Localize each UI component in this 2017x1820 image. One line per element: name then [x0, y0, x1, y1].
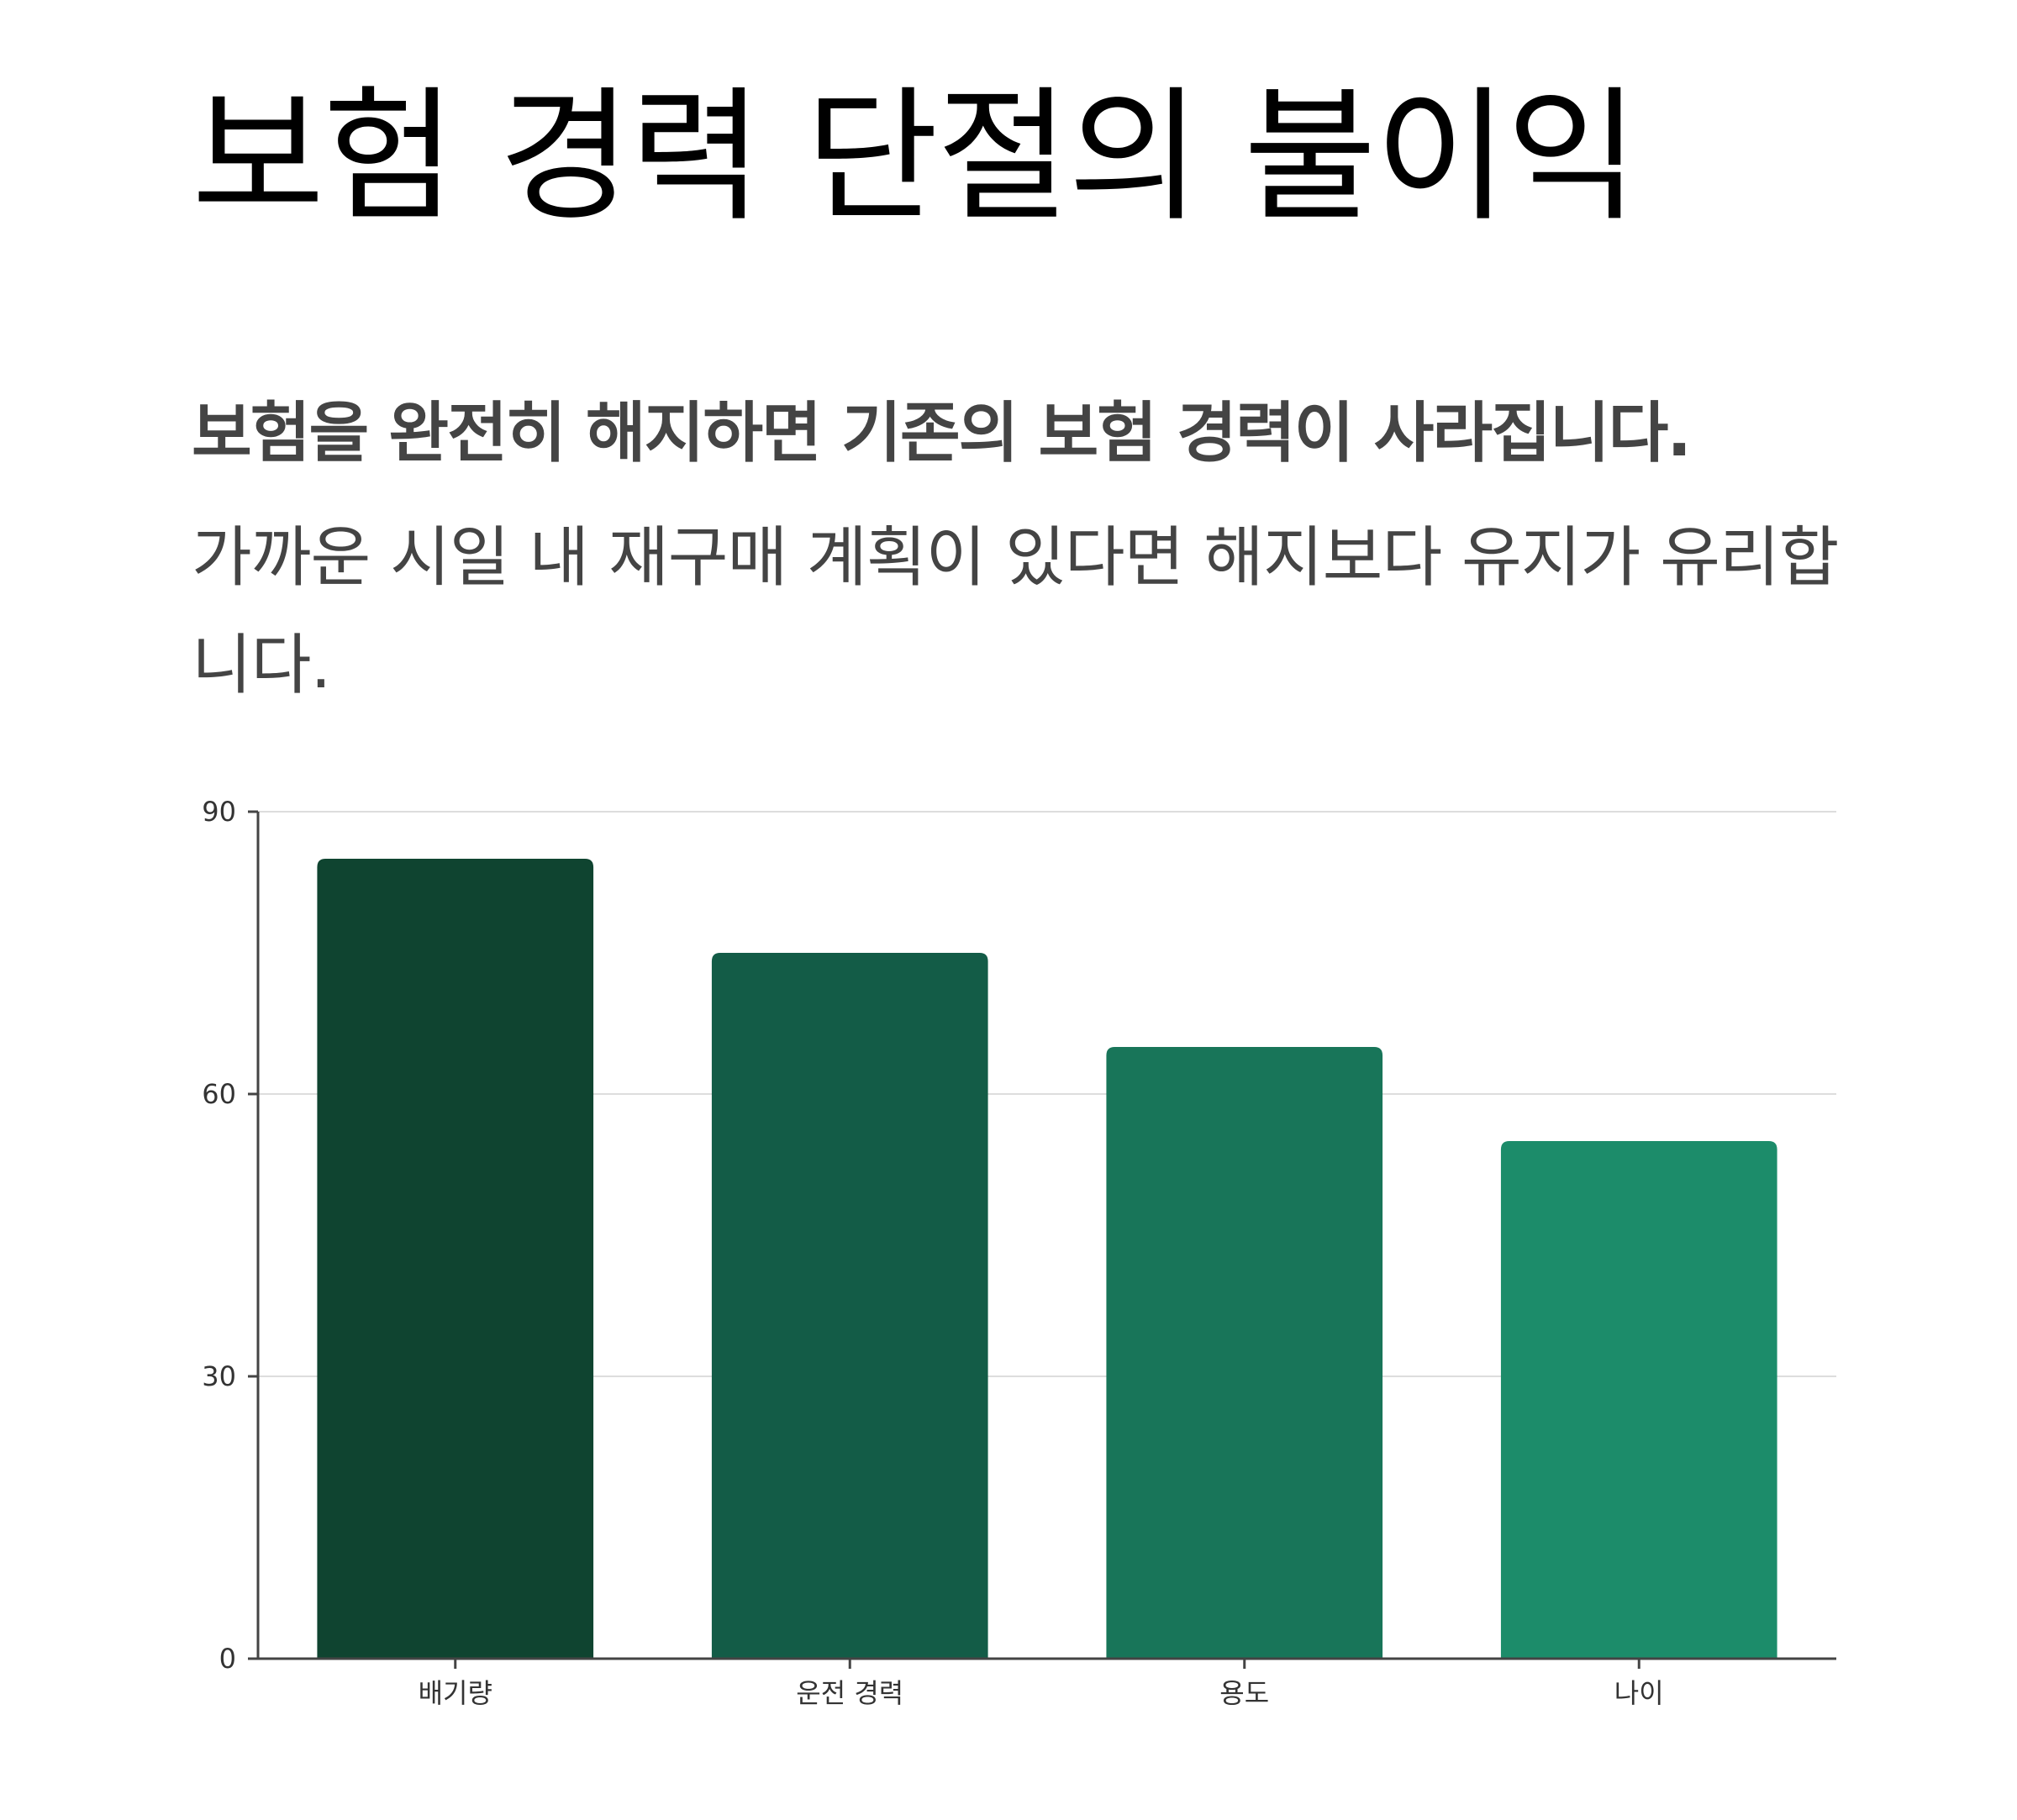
bar-2	[712, 953, 988, 1659]
bar-4	[1501, 1141, 1777, 1659]
x-tick-label: 배기량	[419, 1677, 492, 1709]
chart-bars	[317, 859, 1777, 1659]
x-tick-label: 용도	[1219, 1677, 1269, 1709]
bar-3	[1106, 1047, 1382, 1659]
y-tick-label: 90	[202, 796, 236, 828]
bar-1	[317, 859, 593, 1659]
y-tick-label: 60	[202, 1078, 236, 1110]
y-tick-label: 0	[219, 1643, 236, 1675]
x-tick-label: 나이	[1614, 1677, 1664, 1709]
y-tick-label: 30	[202, 1360, 236, 1392]
x-tick-label: 운전 경력	[796, 1677, 903, 1709]
